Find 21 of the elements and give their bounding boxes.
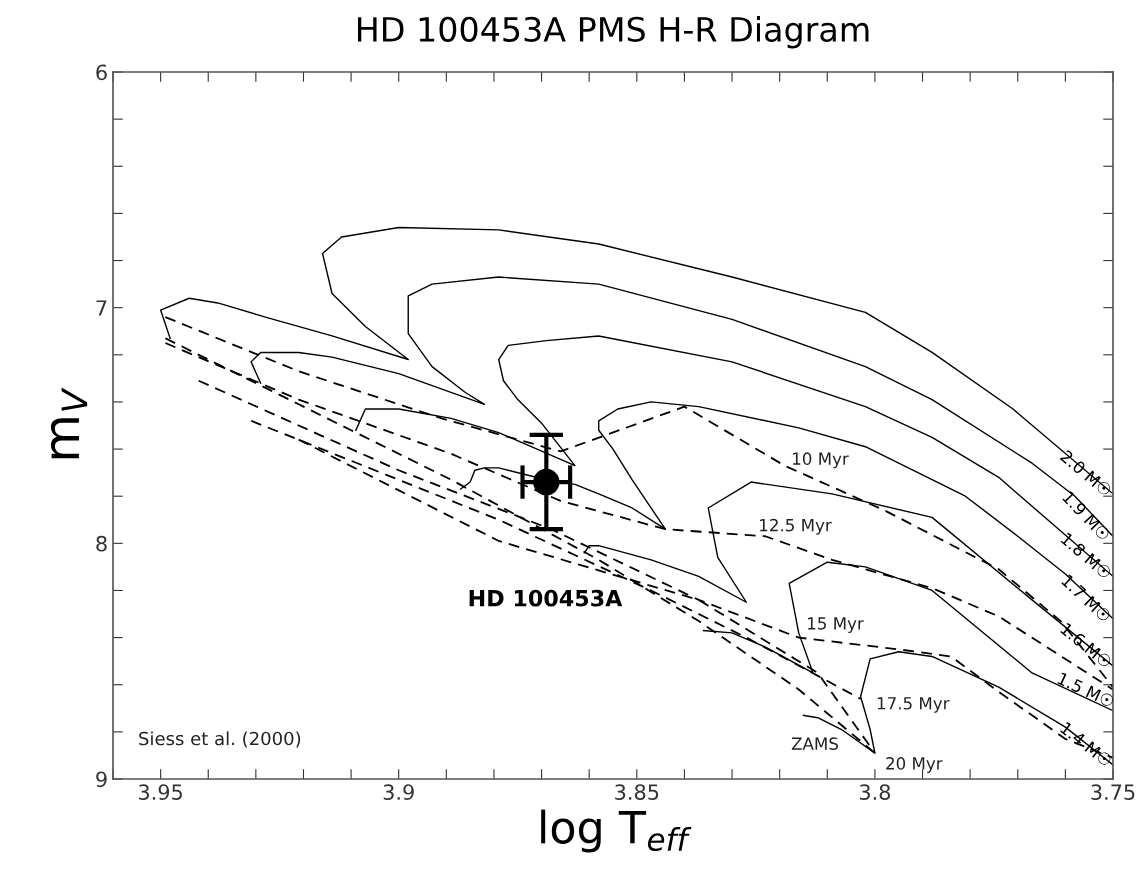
x-tick-label: 3.9 [383,784,414,800]
x-tick-label: 3.95 [139,784,182,800]
y-tick-label: 6 [96,64,107,81]
annotation: 15 Myr [808,617,864,633]
y-axis-title: m$_{V}$ [50,387,88,459]
annotation: ZAMS [791,737,838,750]
annotation: Siess et al. (2000) [139,731,301,748]
y-tick-label: 7 [96,300,107,316]
x-tick-label: 3.75 [1091,784,1135,800]
annotation: 17.5 Myr [877,697,950,713]
text: 1.5 M☉ [1057,672,1115,708]
chart-title: HD 100453A PMS H-R Diagram [357,16,869,49]
x-axis-title: log T$_{eff}$ [541,809,692,853]
y-tick-label: 9 [96,771,107,788]
annotation: 20 Myr [886,757,943,773]
annotation: 10 Myr [793,452,849,469]
x-tick-label: 3.85 [615,784,659,800]
annotation: 12.5 Myr [760,518,832,535]
annotation: HD 100453A [469,589,623,607]
y-tick-label: 8 [96,535,107,552]
x-tick-label: 3.8 [859,784,891,800]
